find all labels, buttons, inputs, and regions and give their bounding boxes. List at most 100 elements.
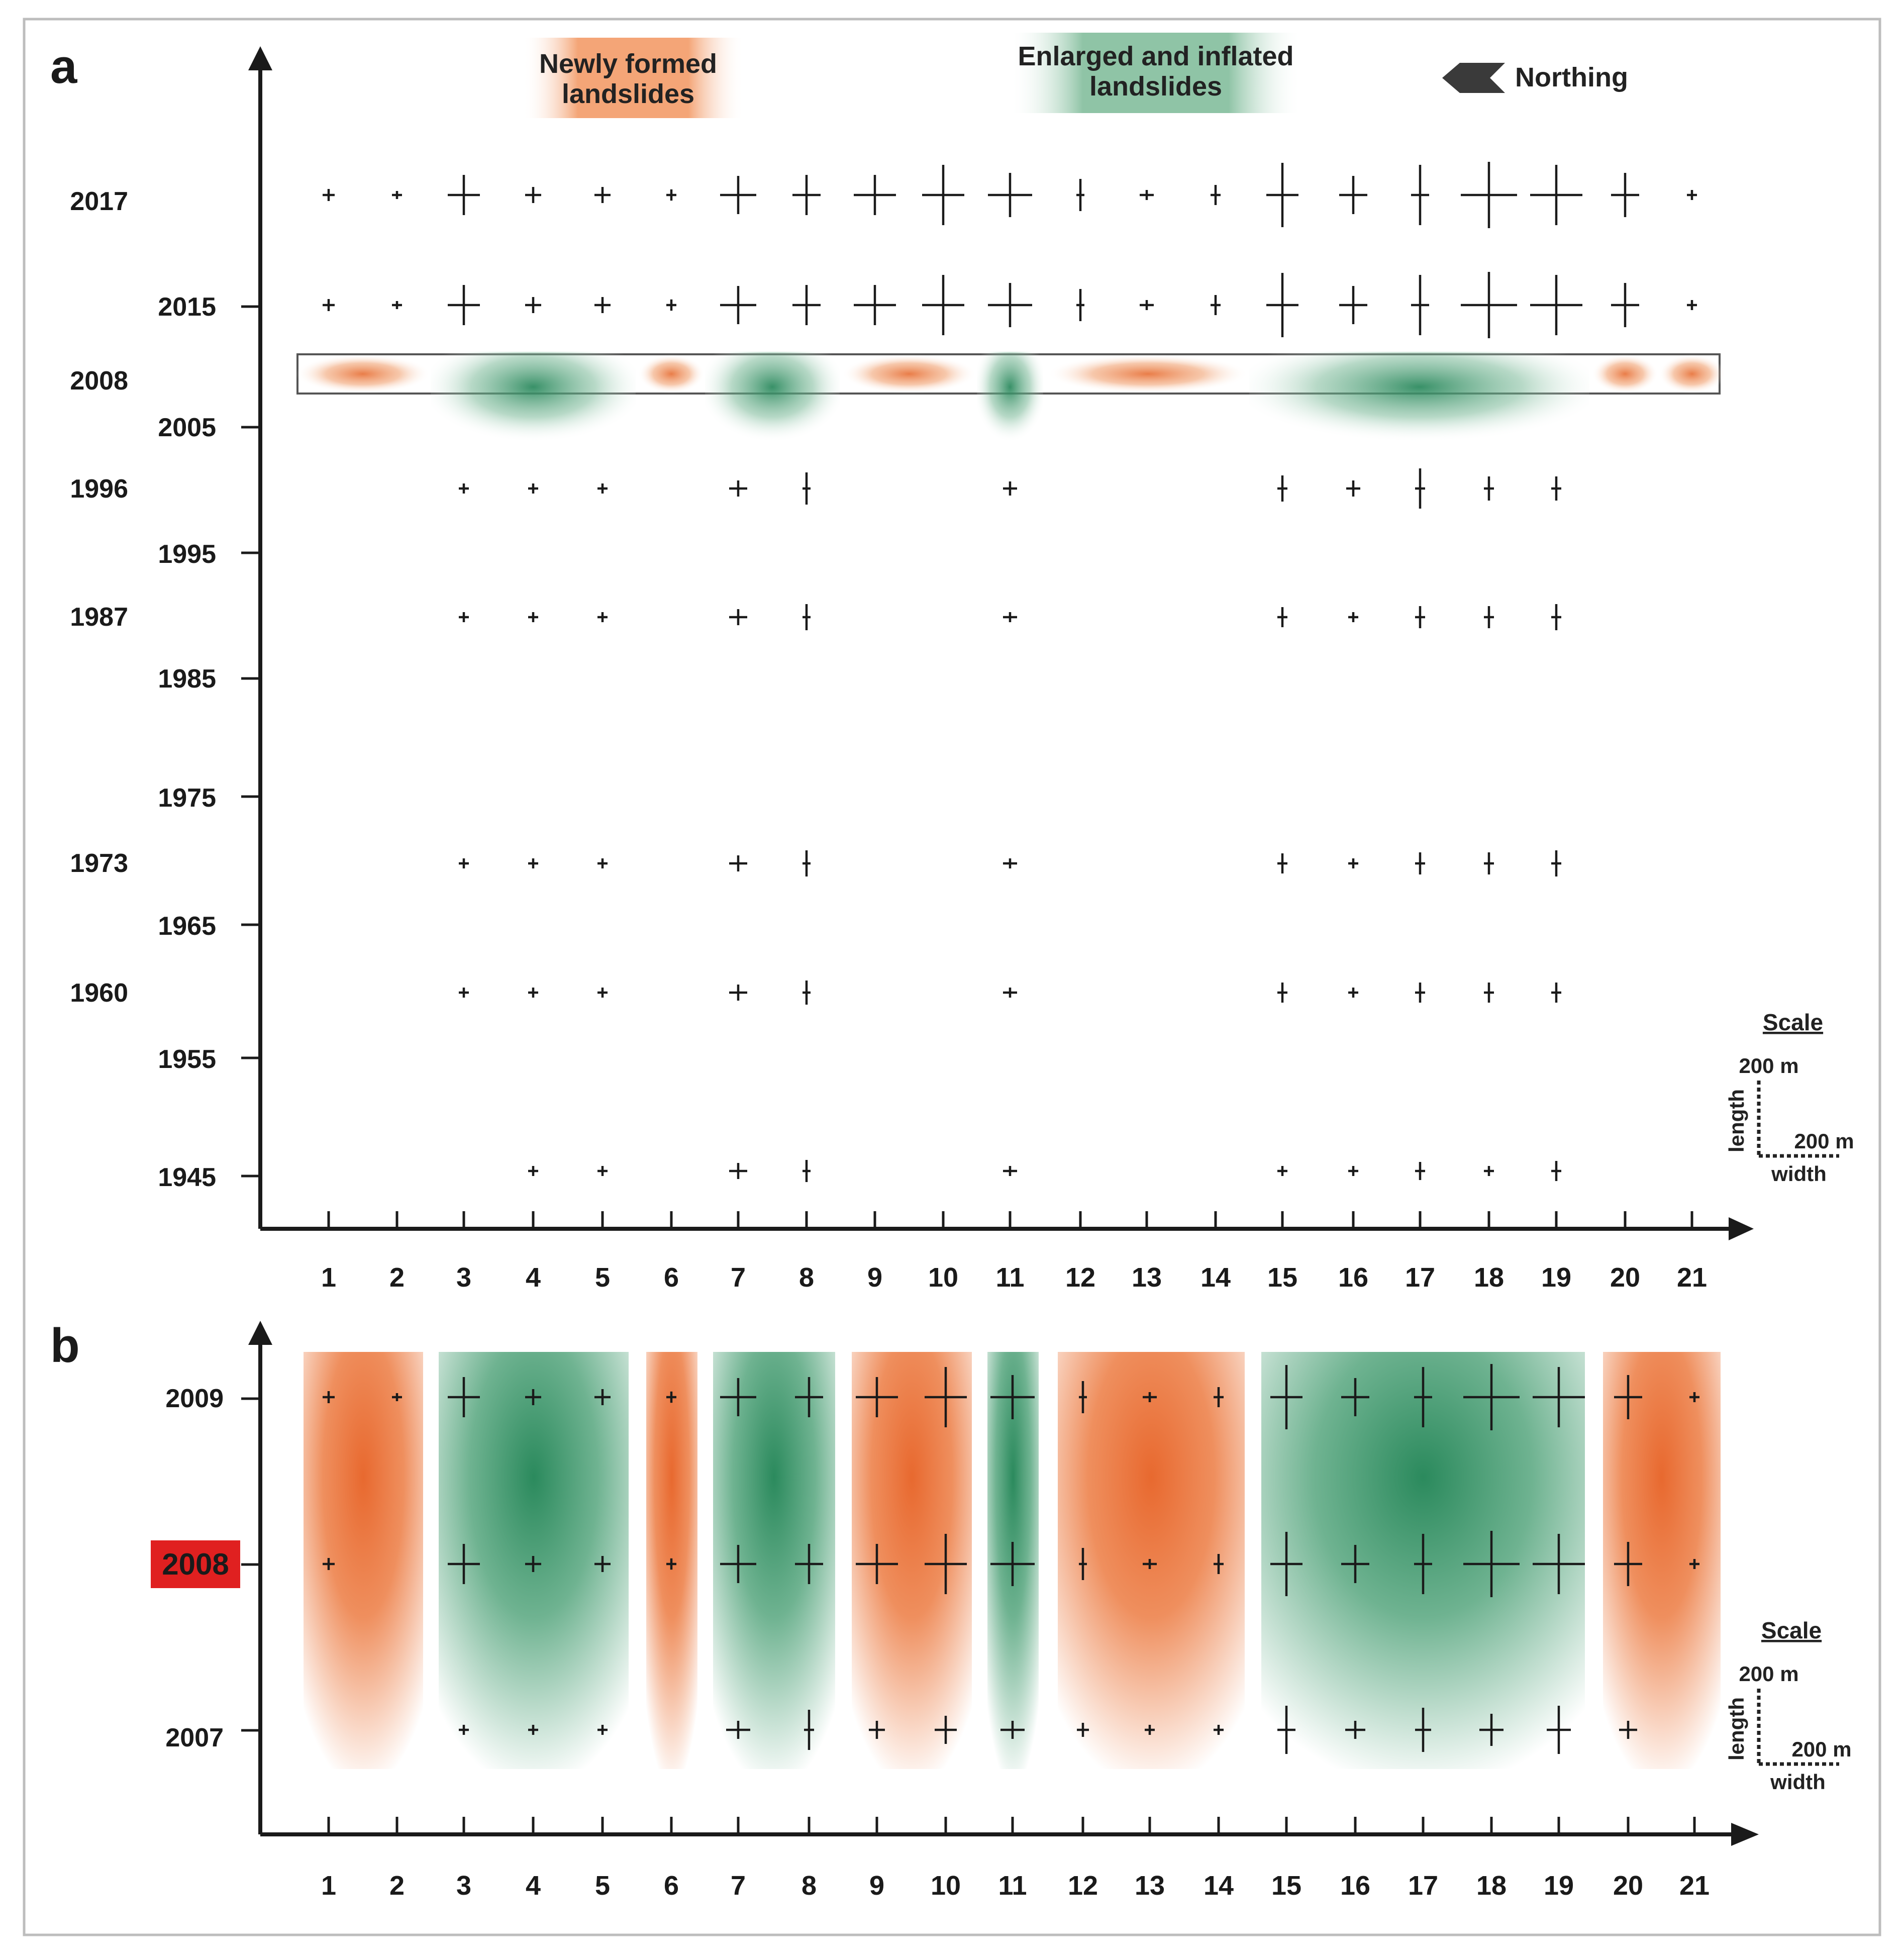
landslide-cross (925, 1367, 967, 1427)
panel-a-label: a (50, 40, 77, 93)
landslide-cross (729, 609, 747, 625)
landslide-cross (1000, 1721, 1025, 1739)
x-label: 21 (1679, 1871, 1710, 1901)
landslide-cross (1533, 1367, 1585, 1427)
landslide-cross (729, 1163, 747, 1179)
band-new-landslide (1047, 354, 1249, 394)
landslide-cross (854, 285, 896, 325)
landslide-cross (1140, 190, 1154, 200)
band-enlarged-landslide (1249, 352, 1589, 452)
legend-new-line2: landslides (562, 79, 694, 109)
year-label: 1965 (158, 912, 216, 941)
x-label: 15 (1271, 1871, 1301, 1901)
landslide-cross (720, 176, 756, 214)
landslide-cross (1414, 1367, 1432, 1427)
panel-a-y-ticks (241, 305, 260, 1178)
landslide-cross (666, 1391, 676, 1403)
panel-a-bands (295, 352, 1725, 452)
landslide-cross (597, 1725, 608, 1735)
landslide-cross (1077, 1723, 1089, 1737)
scale-width-label: width (1771, 1162, 1827, 1186)
x-label: 3 (456, 1871, 471, 1901)
band-new-landslide (842, 354, 976, 394)
landslide-cross (726, 1721, 750, 1739)
landslide-cross (1079, 1381, 1087, 1413)
landslide-cross (448, 285, 480, 325)
x-label: 20 (1610, 1262, 1640, 1293)
band-new-landslide (638, 354, 705, 394)
landslide-cross (666, 1558, 676, 1570)
panel-a-year-labels: 2017 2015 2008 2005 1996 1995 1987 1985 … (70, 187, 216, 1192)
scale-length-label: length (1725, 1089, 1748, 1152)
landslide-cross (323, 189, 335, 201)
landslide-cross (1346, 480, 1360, 497)
year-label: 1995 (158, 540, 216, 569)
landslide-cross (323, 1558, 335, 1570)
scale-title: Scale (1761, 1617, 1822, 1643)
x-label: 13 (1132, 1262, 1162, 1293)
landslide-cross (1611, 173, 1639, 217)
landslide-cross (1266, 273, 1298, 337)
landslide-cross (1145, 1725, 1155, 1735)
landslide-cross (459, 612, 469, 622)
year-label: 1996 (70, 474, 128, 504)
panel-b-x-ticks (327, 1817, 1696, 1834)
landslide-cross (988, 173, 1032, 217)
band-new-landslide (295, 354, 430, 394)
x-label: 6 (664, 1871, 679, 1901)
legend-enlarged-line1: Enlarged and inflated (1018, 41, 1293, 71)
landslide-cross (1415, 1162, 1425, 1180)
year-label: 2015 (158, 292, 216, 322)
landslide-cross (1214, 1725, 1224, 1735)
x-label: 6 (664, 1262, 679, 1293)
landslide-cross (1003, 481, 1017, 496)
landslide-cross (597, 858, 608, 868)
year-label: 1955 (158, 1045, 216, 1074)
year-label: 1975 (158, 784, 216, 813)
landslide-cross (1140, 300, 1154, 310)
x-label: 14 (1204, 1871, 1234, 1901)
landslide-cross (392, 301, 402, 309)
landslide-cross (528, 1725, 538, 1735)
x-label: 8 (801, 1871, 817, 1901)
landslide-cross (528, 612, 538, 622)
landslide-cross (1689, 1559, 1699, 1569)
scale-length-value: 200 m (1739, 1054, 1798, 1078)
landslide-cross (525, 1389, 541, 1405)
landslide-cross (1003, 858, 1017, 868)
x-label: 13 (1135, 1871, 1165, 1901)
x-label: 4 (526, 1871, 541, 1901)
landslide-cross (1348, 1166, 1358, 1176)
landslide-cross (1551, 1161, 1561, 1181)
landslide-cross (1484, 852, 1494, 874)
x-label: 21 (1677, 1262, 1707, 1293)
landslide-cross (1277, 607, 1287, 627)
panel-b-scale: Scale 200 m 200 m length width (1725, 1617, 1852, 1794)
x-label: 15 (1267, 1262, 1297, 1293)
landslide-cross (1484, 606, 1494, 628)
panel-b-x-arrow-icon (1731, 1823, 1759, 1846)
landslide-cross (597, 483, 608, 494)
landslide-cross (720, 286, 756, 324)
panel-a-axes (248, 46, 1754, 1240)
panel-a-crosses (323, 162, 1697, 1182)
landslide-cross (1414, 1534, 1432, 1594)
landslide-cross (1611, 283, 1639, 327)
x-label: 18 (1474, 1262, 1504, 1293)
landslide-cross (922, 165, 964, 225)
landslide-cross (1551, 476, 1561, 501)
band-enlarged-landslide (431, 352, 636, 452)
landslide-cross (1277, 475, 1287, 502)
landslide-cross (729, 480, 747, 497)
panel-a-x-ticks (327, 1211, 1693, 1229)
figure-frame (23, 18, 1881, 1936)
landslide-cross (1339, 176, 1367, 214)
x-label: 9 (869, 1871, 884, 1901)
northing-arrow-icon (1442, 63, 1505, 93)
landslide-cross (1484, 1166, 1494, 1176)
panel-b-axes (248, 1321, 1759, 1846)
x-label: 5 (595, 1871, 610, 1901)
landslide-cross (988, 283, 1032, 327)
